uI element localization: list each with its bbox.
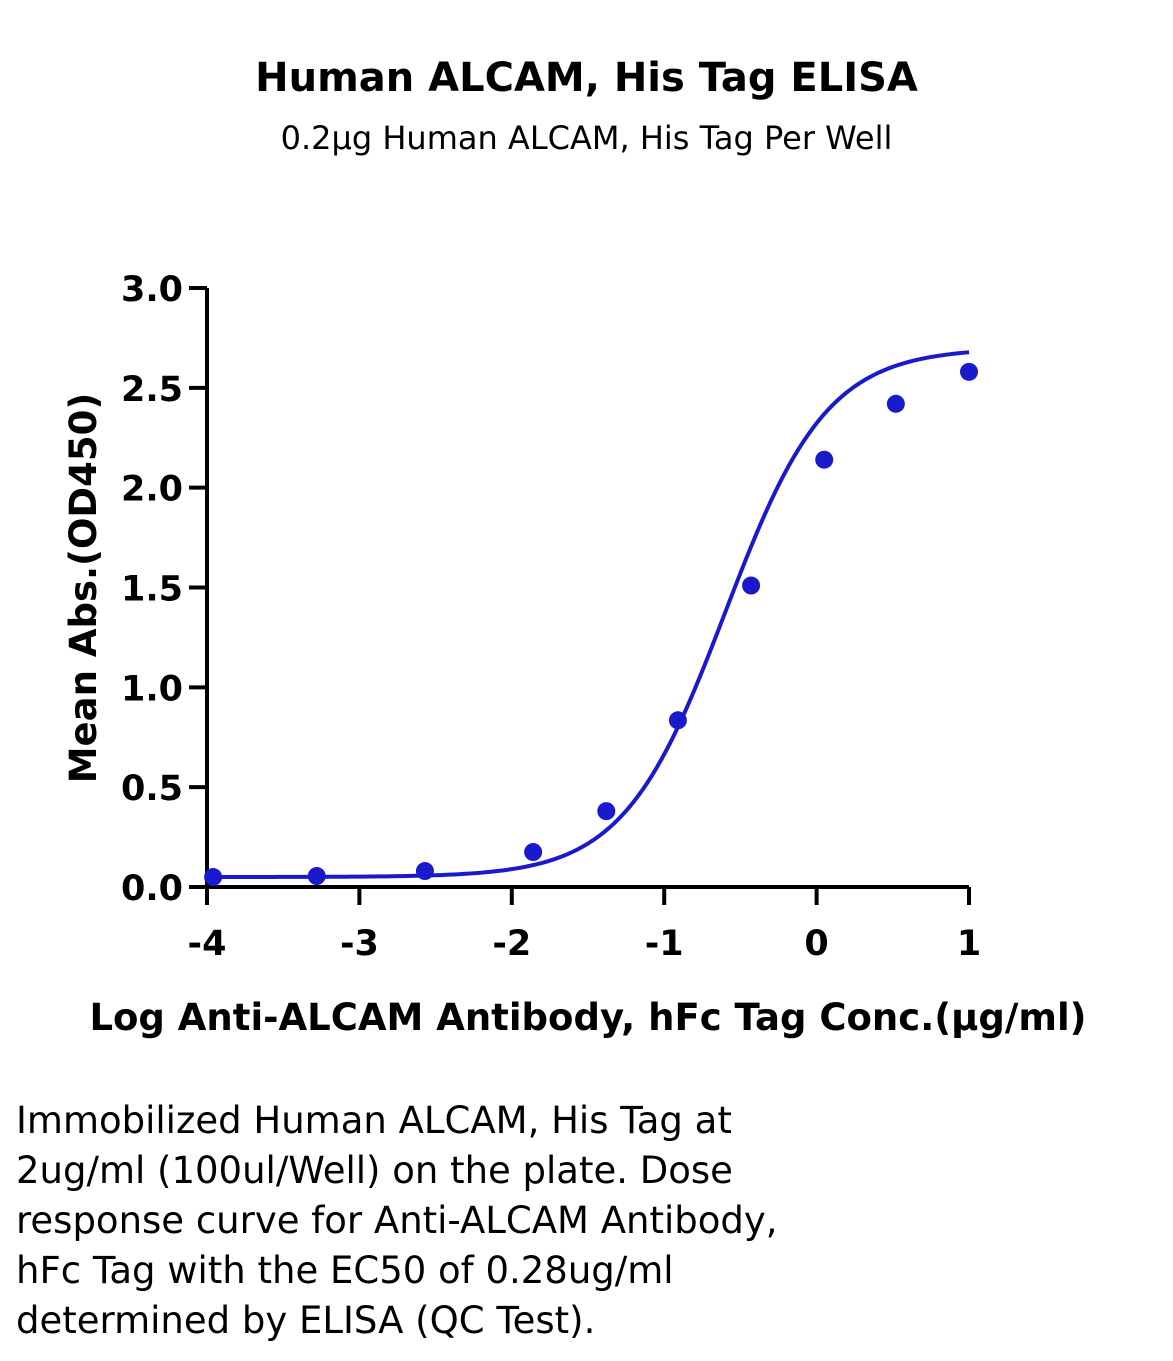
y-tick-label: 0.5 [121,769,183,809]
x-tick-label: -3 [340,924,379,964]
fit-curve-group [213,350,970,879]
y-tick-label: 1.5 [121,570,183,610]
data-points [204,362,978,887]
data-point [960,362,978,381]
data-point [815,450,834,469]
data-point [307,867,326,886]
data-point [668,711,687,730]
x-tick-label: 0 [804,924,828,964]
caption: Immobilized Human ALCAM, His Tag at 2ug/… [16,1096,916,1346]
x-tick-label: -4 [188,924,227,964]
x-axis-label: Log Anti-ALCAM Antibody, hFc Tag Conc.(μ… [89,996,1086,1039]
caption-line: Immobilized Human ALCAM, His Tag at [16,1099,732,1142]
chart-subtitle: 0.2μg Human ALCAM, His Tag Per Well [280,119,893,157]
data-point [886,394,905,413]
caption-line: determined by ELISA (QC Test). [16,1299,596,1342]
data-point [204,868,223,887]
data-point [524,843,543,862]
x-tick-label: -1 [645,924,684,964]
data-point [597,802,616,821]
data-point [742,576,761,595]
caption-line: hFc Tag with the EC50 of 0.28ug/ml [16,1249,674,1292]
y-tick-label: 2.0 [121,470,183,510]
caption-line: 2ug/ml (100ul/Well) on the plate. Dose [16,1149,733,1192]
caption-line: response curve for Anti-ALCAM Antibody, [16,1199,778,1242]
y-tick-label: 2.5 [121,370,183,410]
data-point [415,862,434,881]
chart-plot: 0.0 0.5 1.0 1.5 2.0 2.5 3.0 -4 -3 -2 -1 0 1 Log Anti… [62,270,1087,1039]
fit-curve [213,350,970,879]
chart-title: Human ALCAM, His Tag ELISA [255,55,918,101]
y-axis-label: Mean Abs.(OD450) [62,393,105,784]
y-tick-label: 0.0 [121,869,183,909]
x-tick-label: 1 [957,924,981,964]
y-tick-label: 3.0 [121,270,183,310]
y-tick-label: 1.0 [121,669,183,709]
axes: 0.0 0.5 1.0 1.5 2.0 2.5 3.0 -4 -3 -2 -1 0 1 [121,270,981,964]
x-tick-label: -2 [492,924,531,964]
